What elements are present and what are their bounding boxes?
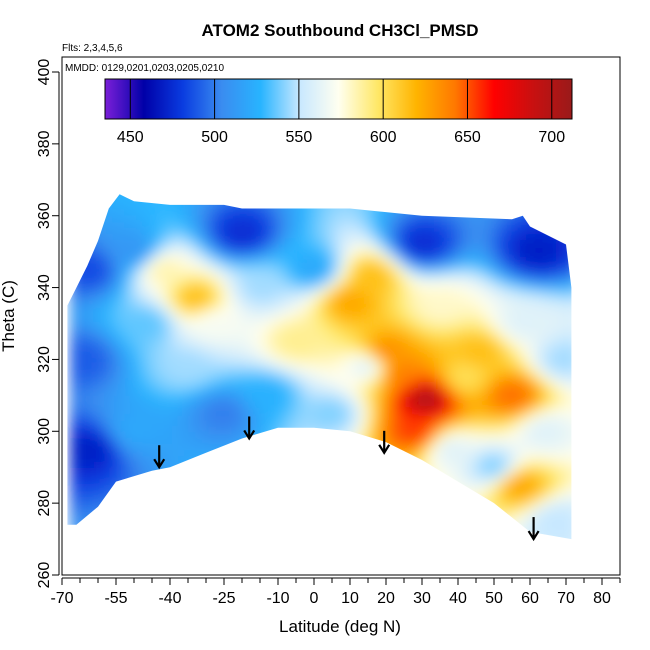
colorbar-tick-label: 500 — [201, 129, 228, 146]
plot-frame — [61, 56, 621, 576]
colorbar-gradient — [104, 78, 573, 120]
colorbar-tick-label: 700 — [538, 129, 565, 146]
x-tick-label: 0 — [310, 590, 319, 607]
flight-arrow — [243, 416, 256, 441]
flights-note: Flts: 2,3,4,5,6 — [62, 43, 123, 54]
y-axis-label: Theta (C) — [0, 280, 18, 352]
y-tick-label: 300 — [36, 418, 53, 445]
x-tick-label: -70 — [50, 590, 73, 607]
x-tick-label: 70 — [557, 590, 575, 607]
flight-arrow — [378, 430, 391, 455]
colorbar-tick-label: 550 — [286, 129, 313, 146]
y-tick-label: 380 — [36, 130, 53, 157]
y-tick-label: 280 — [36, 490, 53, 517]
chart-marks — [153, 416, 540, 542]
colorbar-tick-label: 450 — [117, 129, 144, 146]
y-tick-label: 320 — [36, 346, 53, 373]
dates-note: MMDD: 0129,0201,0203,0205,0210 — [65, 63, 224, 74]
x-axis-label: Latitude (deg N) — [279, 617, 401, 636]
y-tick-label: 260 — [36, 562, 53, 589]
heatmap-field — [70, 194, 572, 540]
colorbar-tick-label: 650 — [454, 129, 481, 146]
x-tick-label: 30 — [413, 590, 431, 607]
x-tick-label: -10 — [266, 590, 289, 607]
axes: -70 -55 -40 -25 -10 0 10 20 30 40 50 60 70 80 260 280 30… — [36, 59, 621, 607]
x-tick-label: 20 — [377, 590, 395, 607]
colorbar-tick-label: 600 — [370, 129, 397, 146]
colorbar: 450 500 550 600 650 700 — [104, 78, 573, 146]
x-tick-label: -40 — [158, 590, 181, 607]
y-tick-label: 400 — [36, 59, 53, 86]
flight-arrow — [153, 445, 166, 470]
y-tick-label: 360 — [36, 202, 53, 229]
x-tick-label: 80 — [593, 590, 611, 607]
x-tick-label: 50 — [485, 590, 503, 607]
x-tick-label: 10 — [341, 590, 359, 607]
x-tick-label: -25 — [212, 590, 235, 607]
field-cells — [70, 194, 572, 540]
x-tick-label: 60 — [521, 590, 539, 607]
chart-title: ATOM2 Southbound CH3Cl_PMSD — [201, 21, 478, 40]
x-tick-label: 40 — [449, 590, 467, 607]
flight-arrow — [527, 517, 540, 542]
y-tick-label: 340 — [36, 274, 53, 301]
x-tick-label: -55 — [104, 590, 127, 607]
